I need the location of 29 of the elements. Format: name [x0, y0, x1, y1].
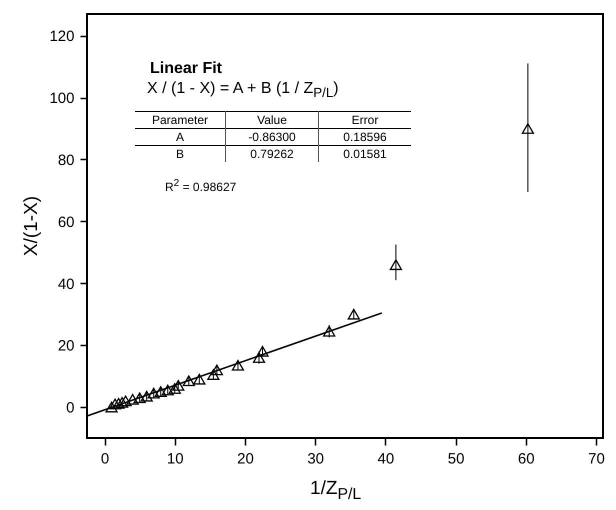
y-tick-label: 80: [58, 152, 74, 169]
y-tick-label: 40: [58, 276, 74, 293]
x-tick-label: 60: [518, 450, 535, 468]
annotation: 0.01581: [318, 146, 411, 162]
x-tick-label: 40: [378, 450, 394, 468]
y-tick-label: 120: [49, 28, 74, 46]
annotation: Value: [226, 112, 318, 128]
x-tick-label: 0: [100, 450, 110, 468]
x-tick-label: 70: [588, 450, 605, 468]
y-tick-label: 60: [58, 214, 74, 231]
annotation: X / (1 - X) = A + B (1 / Z$_{P/L}$): [147, 80, 339, 100]
annotation: Parameter: [135, 112, 226, 128]
x-axis-title: 1/Z$_{P/L}$: [310, 478, 362, 504]
y-axis-title: X/(1-X): [21, 196, 43, 256]
annotation: B: [135, 146, 226, 162]
annotation: Error: [318, 112, 411, 128]
annotation: -0.86300: [226, 128, 318, 146]
annotation: A: [135, 128, 226, 146]
x-tick-label: 20: [237, 450, 254, 468]
y-tick-label: 0: [66, 400, 74, 417]
x-tick-label: 30: [307, 450, 324, 468]
y-tick-label: 100: [49, 90, 74, 108]
annotation: R$^{2}$ = 0.98627: [165, 178, 236, 194]
annotation: Linear Fit: [150, 60, 222, 78]
x-tick-label: 10: [166, 450, 184, 468]
y-tick-label: 20: [58, 338, 74, 355]
x-tick-label: 50: [448, 450, 464, 468]
annotation: 0.18596: [318, 128, 411, 146]
annotation: 0.79262: [226, 146, 318, 162]
